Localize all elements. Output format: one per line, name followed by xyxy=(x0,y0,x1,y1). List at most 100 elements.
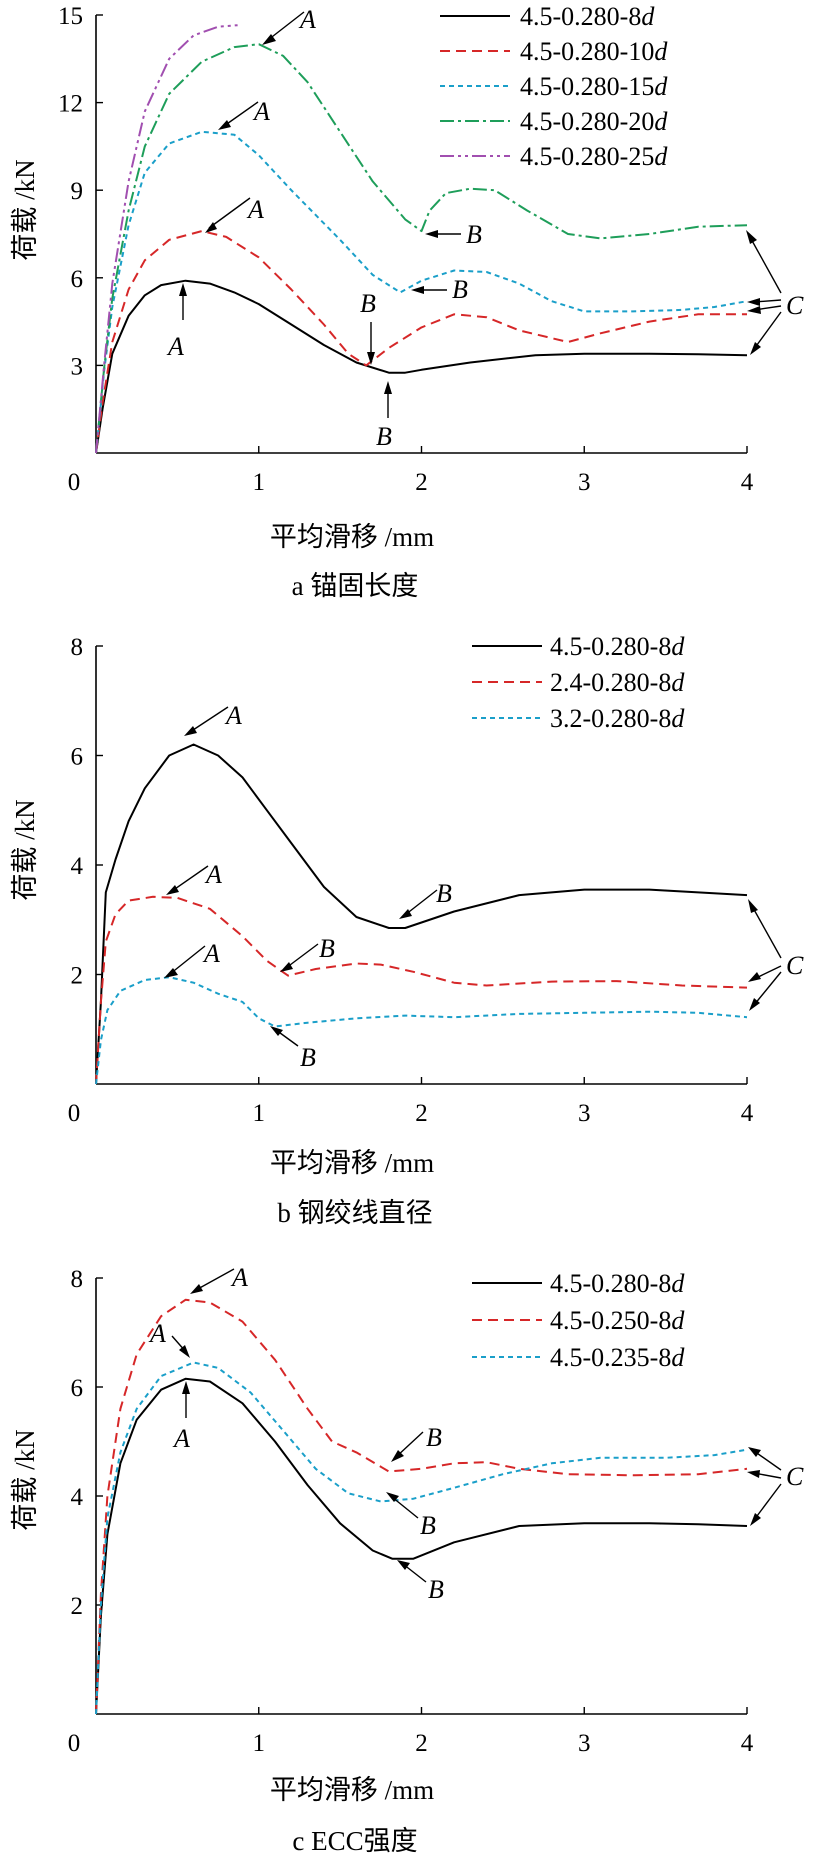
series-line-2 xyxy=(95,230,747,454)
arrow-head xyxy=(367,352,375,365)
legend-c: 4.5-0.280-8d 4.5-0.250-8d 4.5-0.235-8d xyxy=(472,1269,685,1372)
marker-label: A xyxy=(166,332,184,361)
arrow-head xyxy=(391,1450,404,1462)
legend-label: 4.5-0.250-8d xyxy=(550,1306,685,1335)
arrow-line xyxy=(169,945,206,975)
arrow-line xyxy=(171,865,209,892)
arrow-head xyxy=(399,909,412,919)
marker-labels-b: A A A B B B C xyxy=(202,701,804,1072)
arrow-head xyxy=(750,342,761,355)
arrow-head xyxy=(270,1026,283,1036)
marker-labels-c: A A A B B B C xyxy=(148,1263,804,1604)
series-line-2 xyxy=(95,1298,748,1715)
arrow-line xyxy=(391,1496,419,1519)
marker-label: B xyxy=(319,934,335,963)
legend-label: 4.5-0.280-10d xyxy=(520,37,668,66)
arrow-line xyxy=(749,236,782,294)
legend-label: 4.5-0.235-8d xyxy=(550,1343,685,1372)
arrow-head xyxy=(397,1560,410,1570)
x-axis-title-a: 平均滑移 /mm xyxy=(270,522,434,552)
y-axis-title-c: 荷载 /kN xyxy=(10,1429,40,1530)
legend-item: 3.2-0.280-8d xyxy=(472,704,685,733)
y-tick-label: 3 xyxy=(71,353,84,380)
x-axis-title-c: 平均滑移 /mm xyxy=(270,1775,434,1805)
legend-item: 4.5-0.280-10d xyxy=(440,37,668,66)
panel-c: 0 1 2 3 4 2 4 6 8 平均滑移 /mm 荷载 /kN c ECC强度 4.5-0.… xyxy=(10,1263,804,1856)
arrow-head xyxy=(184,726,197,736)
marker-label: C xyxy=(786,951,804,980)
series-line-1 xyxy=(95,279,748,454)
x-tick-label: 1 xyxy=(253,1100,266,1127)
arrow-head xyxy=(179,283,187,296)
legend-item: 4.5-0.250-8d xyxy=(472,1306,685,1335)
plot-area-c: 0 1 2 3 4 2 4 6 8 xyxy=(68,1266,754,1757)
marker-label: B xyxy=(360,289,376,318)
plot-area-b: 0 1 2 3 4 2 4 6 8 xyxy=(68,634,754,1127)
marker-labels-a: A A A A B B B B C xyxy=(166,5,804,451)
panel-b: 0 1 2 3 4 2 4 6 8 平均滑移 /mm 荷载 /kN b 钢绞线直径 4.5-0.… xyxy=(10,632,804,1228)
legend-item: 4.5-0.280-25d xyxy=(440,142,668,171)
arrow-head xyxy=(750,1513,761,1526)
x-tick-label: 0 xyxy=(68,1100,81,1127)
legend-label: 2.4-0.280-8d xyxy=(550,668,685,697)
y-tick-label: 2 xyxy=(71,963,84,990)
marker-label: A xyxy=(204,860,222,889)
y-axis-title-b: 荷载 /kN xyxy=(10,799,40,900)
marker-label: A xyxy=(172,1424,190,1453)
y-tick-label: 6 xyxy=(71,744,84,771)
y-tick-label: 6 xyxy=(71,266,84,293)
marker-label: B xyxy=(376,422,392,451)
caption-b: b 钢绞线直径 xyxy=(277,1198,432,1228)
y-tick-label: 15 xyxy=(58,3,83,30)
marker-label: A xyxy=(148,1319,166,1348)
marker-label: A xyxy=(252,97,270,126)
marker-label: A xyxy=(298,5,316,34)
arrow-line xyxy=(753,1483,782,1521)
legend-item: 4.5-0.280-15d xyxy=(440,72,668,101)
legend-b: 4.5-0.280-8d 2.4-0.280-8d 3.2-0.280-8d xyxy=(472,632,685,733)
arrow-line xyxy=(404,889,438,916)
arrow-line xyxy=(267,11,305,41)
arrow-head xyxy=(748,1447,761,1457)
x-tick-label: 1 xyxy=(253,469,266,496)
legend-a: 4.5-0.280-8d 4.5-0.280-10d 4.5-0.280-15d… xyxy=(440,2,668,171)
arrow-head xyxy=(749,998,760,1011)
legend-label: 4.5-0.280-20d xyxy=(520,107,668,136)
y-tick-label: 4 xyxy=(71,853,84,880)
legend-item: 4.5-0.280-8d xyxy=(472,632,685,661)
series-line-3 xyxy=(95,976,748,1085)
x-tick-label: 0 xyxy=(68,1730,81,1757)
arrow-head xyxy=(182,1381,190,1394)
marker-label: B xyxy=(428,1575,444,1604)
x-tick-label: 2 xyxy=(415,469,428,496)
legend-label: 3.2-0.280-8d xyxy=(550,704,685,733)
marker-arrows-c xyxy=(171,1268,782,1583)
arrow-line xyxy=(751,905,782,959)
x-tick-label: 4 xyxy=(741,1100,754,1127)
legend-label: 4.5-0.280-8d xyxy=(550,632,685,661)
series-line-5 xyxy=(95,24,238,454)
arrow-head xyxy=(425,230,438,238)
legend-item: 4.5-0.280-8d xyxy=(472,1269,685,1298)
arrow-line xyxy=(285,943,319,969)
marker-label: B xyxy=(426,1423,442,1452)
arrow-head xyxy=(747,306,761,314)
arrow-line xyxy=(195,1268,235,1291)
arrow-head xyxy=(746,230,757,244)
x-tick-label: 1 xyxy=(253,1730,266,1757)
x-axis-title-b: 平均滑移 /mm xyxy=(270,1148,434,1178)
marker-label: B xyxy=(420,1511,436,1540)
marker-label: B xyxy=(300,1043,316,1072)
legend-item: 4.5-0.235-8d xyxy=(472,1343,685,1372)
x-tick-label: 0 xyxy=(68,469,81,496)
y-tick-label: 12 xyxy=(58,91,83,118)
arrow-head xyxy=(747,298,760,306)
marker-arrows-b xyxy=(164,706,782,1047)
legend-label: 4.5-0.280-8d xyxy=(520,2,655,31)
arrow-line xyxy=(753,1450,782,1471)
arrow-head xyxy=(262,34,276,45)
y-tick-label: 2 xyxy=(71,1593,84,1620)
